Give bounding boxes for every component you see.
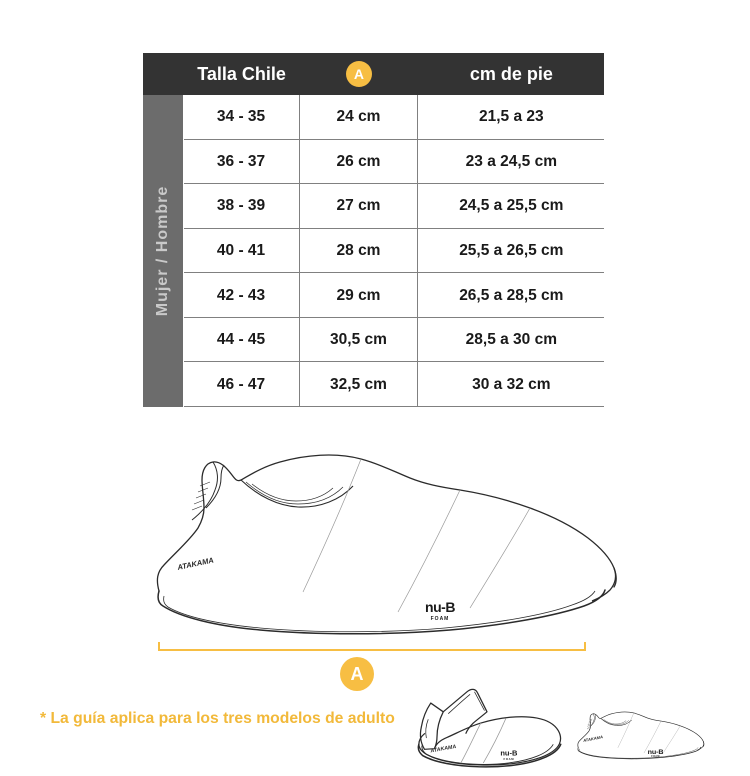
svg-text:nu-B: nu-B	[500, 749, 518, 758]
svg-text:FOAM: FOAM	[651, 755, 659, 758]
svg-text:FOAM: FOAM	[431, 616, 450, 622]
svg-text:nu-B: nu-B	[425, 599, 455, 615]
svg-text:ATAKAMA: ATAKAMA	[429, 744, 457, 755]
svg-text:FOAM: FOAM	[504, 757, 515, 761]
svg-text:ATAKAMA: ATAKAMA	[176, 556, 215, 573]
svg-text:nu-B: nu-B	[648, 749, 664, 756]
